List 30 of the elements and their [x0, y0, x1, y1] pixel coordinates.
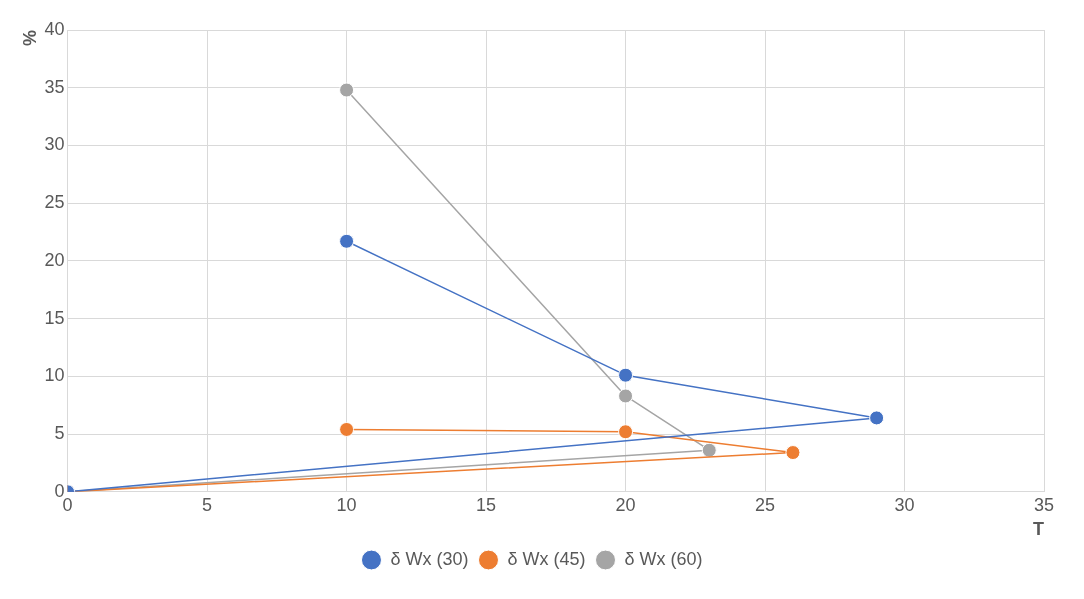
x-tick-label: 25: [755, 494, 776, 515]
x-axis-title: T: [1033, 519, 1044, 540]
legend-label: δ Wx (30): [390, 548, 469, 569]
x-tick-label: 30: [894, 494, 915, 515]
legend-label: δ Wx (45): [507, 548, 586, 569]
y-tick-label: 20: [44, 249, 65, 270]
x-tick-label: 35: [1033, 494, 1055, 515]
x-tick-label: 10: [336, 494, 357, 515]
point: [339, 82, 355, 98]
y-tick-label: 25: [44, 192, 65, 213]
point: [701, 442, 717, 458]
y-tick-label: 30: [44, 134, 65, 155]
y-tick-label: 0: [54, 480, 65, 501]
x-tick-label: 20: [615, 494, 636, 515]
point: [618, 424, 634, 440]
y-tick-label: 15: [44, 307, 65, 328]
point: [618, 367, 634, 383]
y-axis-title: %: [19, 30, 40, 47]
legend-label: δ Wx (60): [624, 548, 703, 569]
y-tick-label: 10: [44, 365, 65, 386]
point: [618, 388, 634, 404]
y-tick-label: 5: [54, 423, 65, 444]
point: [785, 445, 801, 461]
y-tick-label: 40: [44, 18, 65, 39]
point: [339, 233, 355, 249]
point: [339, 421, 355, 437]
x-tick-label: 5: [202, 494, 213, 515]
x-tick-label: 15: [476, 494, 497, 515]
point: [869, 410, 885, 426]
y-tick-label: 35: [44, 76, 65, 97]
